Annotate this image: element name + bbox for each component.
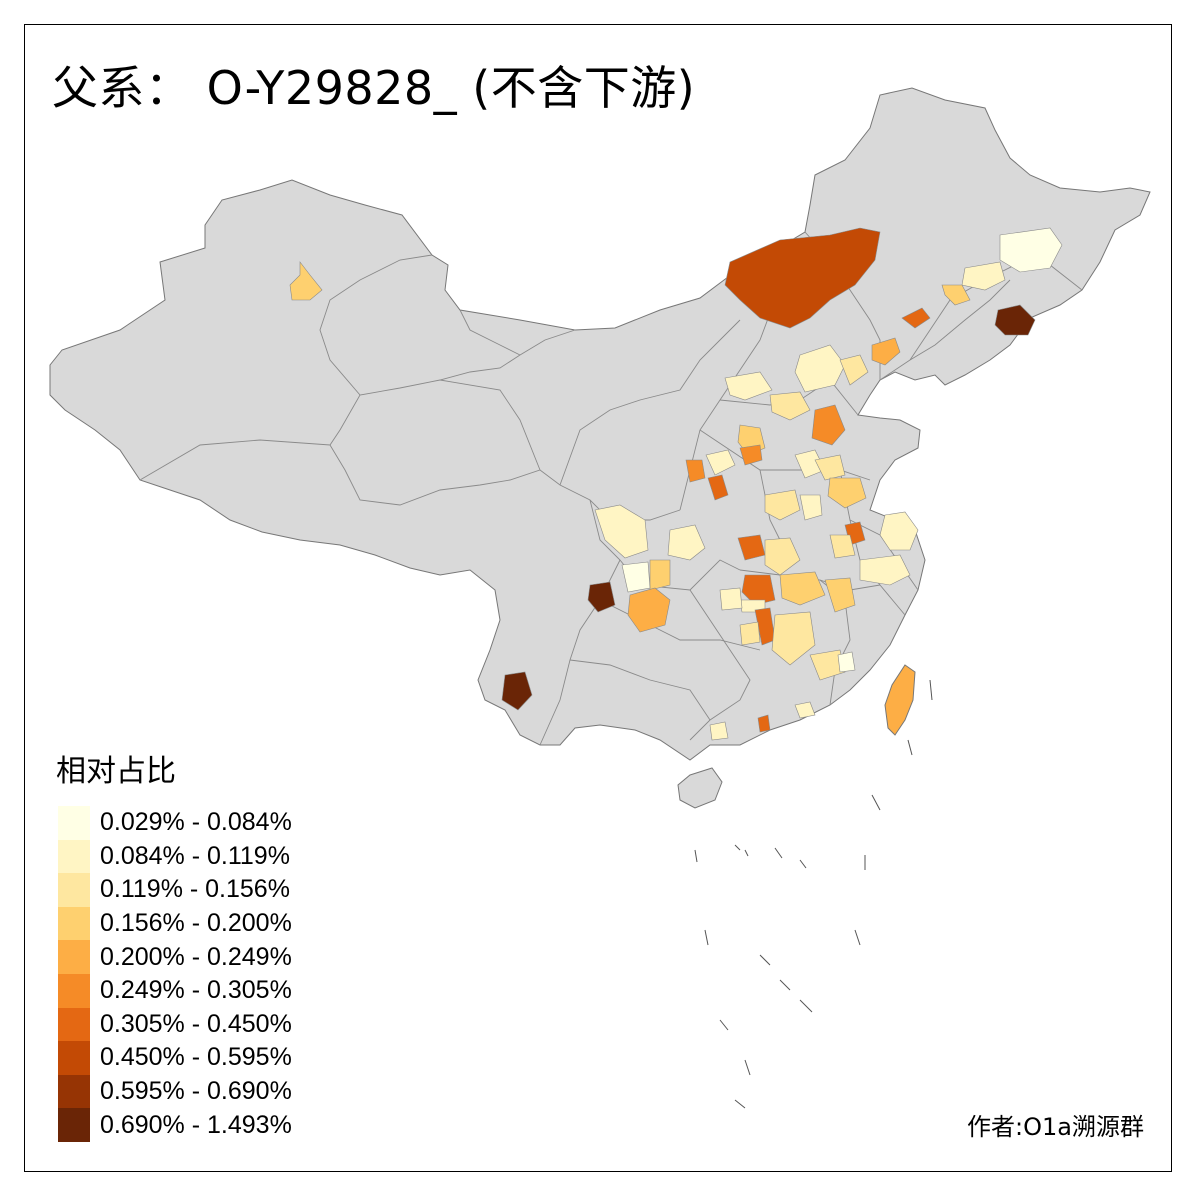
- legend-item: 0.200% - 0.249%: [58, 940, 292, 974]
- legend-item: 0.119% - 0.156%: [58, 873, 292, 907]
- legend-item: 0.249% - 0.305%: [58, 973, 292, 1008]
- legend-item: 0.029% - 0.084%: [58, 806, 292, 840]
- legend-label: 0.249% - 0.305%: [100, 976, 292, 1005]
- legend-swatch: [58, 906, 90, 941]
- legend-swatch: [58, 1074, 90, 1109]
- legend-item: 0.305% - 0.450%: [58, 1007, 292, 1042]
- south-china-sea-islands: [694, 679, 933, 1109]
- hainan-island: [677, 767, 723, 809]
- legend-swatch: [58, 1007, 90, 1042]
- legend-label: 0.156% - 0.200%: [100, 909, 292, 938]
- map-frame: [24, 24, 1172, 1172]
- legend-item: 0.156% - 0.200%: [58, 906, 292, 941]
- legend-label: 0.595% - 0.690%: [100, 1077, 292, 1106]
- legend-label: 0.084% - 0.119%: [100, 841, 290, 870]
- legend-label: 0.690% - 1.493%: [100, 1110, 292, 1139]
- legend: 0.029% - 0.084% 0.084% - 0.119% 0.119% -…: [58, 806, 292, 1142]
- legend-swatch: [58, 973, 90, 1008]
- taiwan-island: [884, 664, 916, 736]
- map-title: 父系： O-Y29828_ (不含下游): [52, 61, 696, 115]
- legend-swatch: [58, 806, 90, 840]
- legend-item: 0.450% - 0.595%: [58, 1041, 292, 1075]
- legend-item: 0.595% - 0.690%: [58, 1074, 292, 1109]
- legend-label: 0.305% - 0.450%: [100, 1009, 292, 1038]
- mainland-china: [49, 87, 1151, 761]
- legend-title: 相对占比: [56, 754, 176, 789]
- legend-item: 0.084% - 0.119%: [58, 839, 292, 874]
- legend-swatch: [58, 1108, 90, 1142]
- legend-swatch: [58, 873, 90, 907]
- legend-swatch: [58, 1041, 90, 1075]
- legend-label: 0.119% - 0.156%: [100, 875, 290, 904]
- legend-label: 0.029% - 0.084%: [100, 808, 292, 837]
- legend-swatch: [58, 940, 90, 974]
- legend-label: 0.200% - 0.249%: [100, 942, 292, 971]
- legend-label: 0.450% - 0.595%: [100, 1043, 292, 1072]
- author-credit: 作者:O1a溯源群: [967, 1113, 1144, 1141]
- legend-swatch: [58, 839, 90, 874]
- legend-item: 0.690% - 1.493%: [58, 1108, 292, 1142]
